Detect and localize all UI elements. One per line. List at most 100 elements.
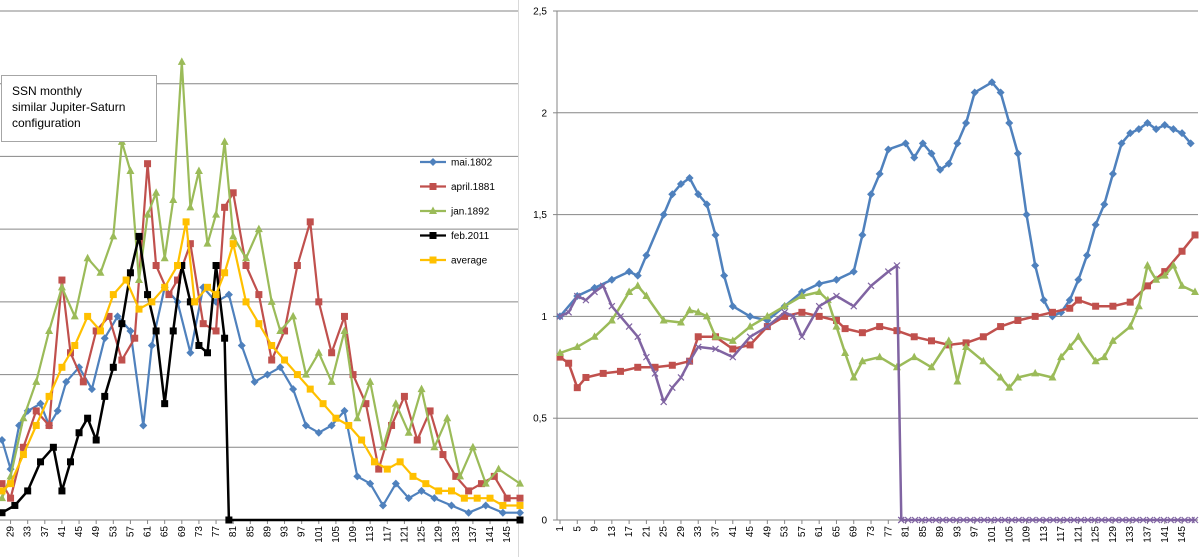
right-data-point	[573, 384, 581, 392]
right-data-point	[1160, 516, 1168, 524]
right-data-point	[1143, 282, 1151, 290]
right-data-point	[780, 301, 789, 310]
left-x-tick-label: 69	[177, 526, 188, 538]
left-data-point	[358, 436, 366, 444]
right-data-point	[634, 333, 642, 341]
right-data-point	[625, 267, 634, 276]
left-data-point	[45, 421, 53, 429]
right-data-point	[651, 369, 659, 377]
left-x-tick-label: 113	[365, 526, 376, 542]
left-data-point	[144, 291, 152, 299]
right-x-tick-label: 97	[970, 526, 981, 538]
left-data-point	[109, 231, 118, 240]
right-data-point	[1074, 275, 1083, 284]
left-data-point	[147, 341, 156, 350]
right-x-tick-label: 129	[1108, 526, 1119, 543]
right-data-point	[932, 516, 940, 524]
right-data-point	[904, 516, 912, 524]
left-data-point	[281, 327, 289, 335]
right-x-tick-label: 81	[901, 526, 912, 538]
left-data-point	[314, 348, 323, 356]
right-data-point	[1178, 247, 1186, 255]
left-chart: 29 33 37 41 45 49 53 57 61 65 69 73 77 81 85 89 93 97 101 1…	[0, 0, 524, 557]
right-data-point	[617, 312, 624, 320]
right-data-point	[763, 323, 771, 331]
left-data-point	[499, 501, 507, 509]
right-data-point	[1126, 129, 1135, 138]
left-data-point	[332, 414, 340, 422]
right-data-point	[781, 312, 789, 320]
right-data-point	[702, 311, 711, 320]
right-series-0	[556, 78, 1195, 325]
right-data-point	[1191, 287, 1199, 295]
left-data-point	[396, 458, 404, 466]
right-data-point	[1063, 516, 1071, 524]
left-data-point	[92, 327, 100, 335]
right-data-point	[711, 230, 720, 239]
left-data-point	[516, 516, 524, 524]
right-x-tick-label: 125	[1091, 526, 1102, 543]
right-x-tick-label: 141	[1160, 526, 1171, 543]
right-data-point	[1022, 210, 1031, 219]
right-data-point	[1036, 516, 1043, 524]
left-data-point	[118, 320, 126, 328]
left-data-point	[516, 479, 524, 487]
right-data-point	[927, 149, 936, 158]
right-data-point	[918, 139, 927, 148]
legend-swatch-marker	[429, 256, 437, 264]
right-data-point	[711, 332, 720, 340]
left-data-point	[375, 465, 383, 473]
left-data-point	[45, 326, 54, 334]
legend: mai.1802 april.1881 jan.1892 feb.2011 averag…	[420, 158, 495, 267]
left-data-point	[315, 298, 323, 306]
right-data-point	[582, 373, 590, 381]
right-data-point	[1134, 125, 1143, 134]
right-data-point	[858, 329, 866, 337]
right-data-point	[686, 357, 694, 365]
right-y-tick-label: 0,5	[533, 414, 547, 425]
left-series-mai-1802	[0, 283, 524, 517]
left-data-point	[220, 137, 229, 145]
right-data-point	[746, 322, 755, 330]
left-data-point	[212, 262, 220, 269]
right-data-point	[1117, 139, 1126, 148]
left-data-point	[516, 508, 524, 517]
left-data-point	[276, 363, 285, 372]
left-data-point	[148, 298, 156, 306]
right-data-point	[565, 359, 573, 367]
left-data-point	[443, 413, 452, 422]
left-data-point	[212, 327, 220, 335]
right-data-point	[676, 318, 685, 326]
right-data-point	[884, 145, 893, 154]
right-data-point	[1031, 261, 1040, 270]
right-data-point	[953, 139, 962, 148]
left-data-point	[32, 421, 40, 429]
left-data-point	[464, 508, 473, 517]
left-data-point	[177, 57, 186, 65]
right-data-point	[927, 362, 936, 371]
right-data-point	[1188, 516, 1195, 524]
left-data-point	[409, 472, 417, 480]
right-data-point	[980, 516, 988, 524]
left-data-point	[473, 494, 481, 502]
right-data-point	[1119, 516, 1126, 524]
right-data-point	[668, 384, 676, 392]
left-data-point	[165, 291, 173, 299]
right-data-point	[1022, 516, 1030, 524]
right-data-point	[1092, 302, 1100, 310]
legend-label: average	[451, 256, 488, 267]
left-data-point	[404, 428, 413, 436]
left-data-point	[70, 311, 79, 320]
right-series-2	[556, 261, 1199, 391]
left-data-point	[494, 464, 503, 473]
right-data-point	[746, 312, 755, 321]
left-data-point	[105, 312, 113, 320]
right-data-point	[1134, 301, 1143, 310]
right-data-point	[979, 333, 987, 341]
left-data-point	[456, 471, 465, 480]
left-data-point	[301, 370, 310, 378]
left-data-point	[135, 232, 143, 240]
left-x-tick-label: 129	[434, 526, 445, 543]
left-x-tick-label: 49	[91, 526, 102, 538]
left-series-jan-1892	[0, 57, 524, 502]
